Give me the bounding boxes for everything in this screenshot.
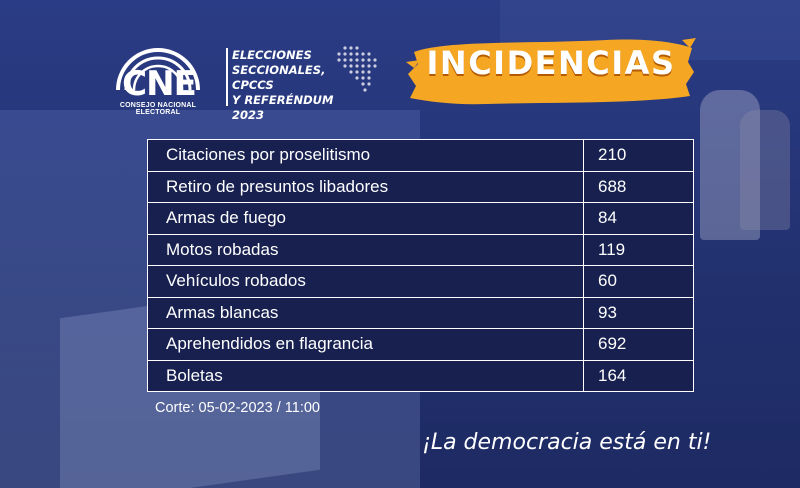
- table-row: Armas blancas 93: [148, 297, 693, 329]
- row-label: Vehículos robados: [148, 266, 584, 297]
- header-divider: [226, 48, 228, 106]
- row-label: Motos robadas: [148, 234, 584, 265]
- table-row: Retiro de presuntos libadores 688: [148, 171, 693, 203]
- row-value: 60: [598, 271, 617, 290]
- row-label: Retiro de presuntos libadores: [148, 171, 584, 202]
- logo-arc-icon: [116, 48, 200, 91]
- brush-stroke-icon: [406, 38, 696, 105]
- row-value: 119: [598, 239, 626, 259]
- row-label: Citaciones por proselitismo: [148, 140, 584, 171]
- row-value: 84: [598, 208, 617, 227]
- table-row: Armas de fuego 84: [148, 203, 693, 235]
- table-row: Motos robadas 119: [148, 234, 693, 266]
- background-figure: [740, 110, 790, 230]
- row-label: Armas de fuego: [148, 203, 584, 234]
- table-row: Citaciones por proselitismo 210: [148, 140, 693, 172]
- row-label: Boletas: [148, 360, 584, 391]
- row-label: Armas blancas: [148, 297, 584, 328]
- row-value: 692: [598, 334, 627, 353]
- incidencias-banner: INCIDENCIAS: [406, 32, 696, 110]
- ecuador-map-icon: [337, 46, 377, 92]
- election-line: Y REFERÉNDUM 2023: [232, 93, 334, 122]
- cne-logo: CNE CONSEJO NACIONAL ELECTORAL: [98, 42, 218, 116]
- table-row: Boletas 164: [148, 360, 693, 391]
- slogan: ¡La democracia está en ti!: [422, 430, 712, 455]
- row-value: 688: [598, 176, 627, 196]
- background-figure: [700, 90, 760, 240]
- incidents-table: Citaciones por proselitismo 210 Retiro d…: [147, 139, 694, 392]
- logo-text: CNE: [122, 64, 197, 104]
- row-label: Aprehendidos en flagrancia: [148, 329, 584, 360]
- election-line: ELECCIONES: [232, 48, 312, 62]
- row-value: 93: [598, 302, 617, 322]
- election-line: SECCIONALES, CPCCS: [232, 63, 326, 92]
- row-value: 210: [598, 145, 627, 164]
- table-row: Vehículos robados 60: [148, 266, 693, 298]
- banner-title: INCIDENCIAS: [426, 44, 676, 82]
- election-title: ELECCIONES SECCIONALES, CPCCS Y REFERÉND…: [232, 48, 362, 123]
- table-row: Aprehendidos en flagrancia 692: [148, 329, 693, 361]
- cutoff-timestamp: Corte: 05-02-2023 / 11:00: [155, 400, 320, 416]
- logo-caption: CONSEJO NACIONAL ELECTORAL: [119, 102, 197, 116]
- row-value: 164: [598, 365, 627, 385]
